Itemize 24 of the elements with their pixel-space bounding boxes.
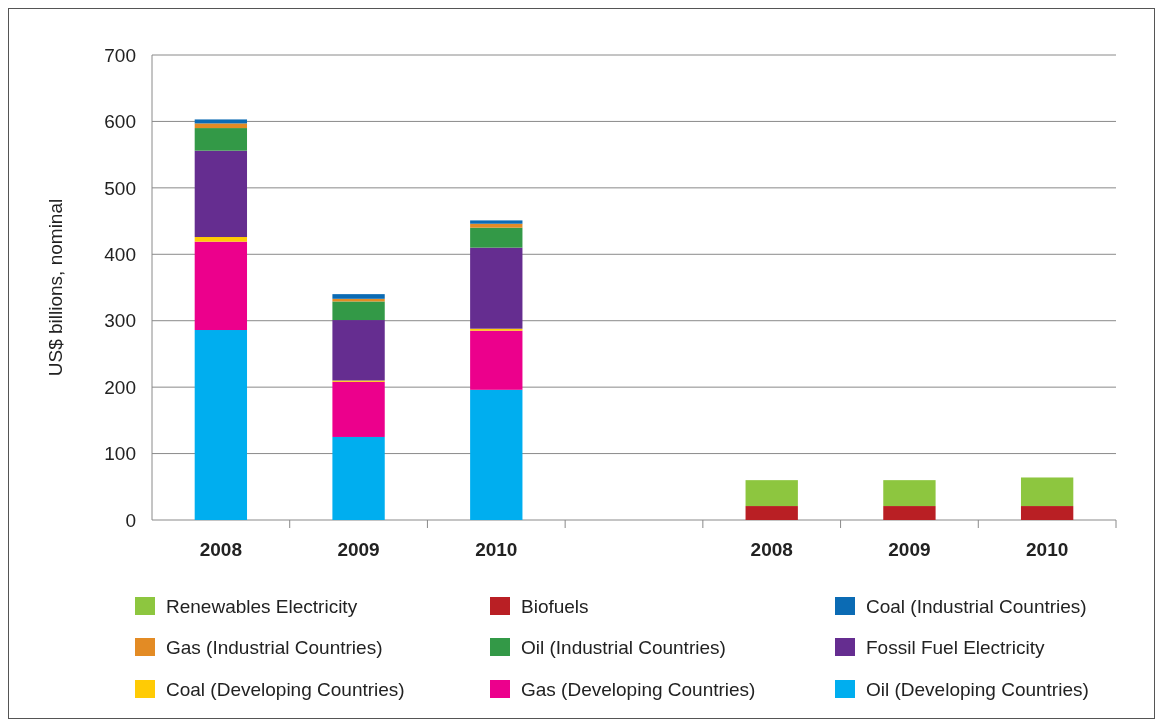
x-tick-label: 2008 — [199, 539, 242, 560]
legend-label: Oil (Industrial Countries) — [521, 636, 726, 658]
y-tick-label: 200 — [104, 376, 136, 398]
y-tick-label: 600 — [104, 111, 136, 133]
x-tick-label: 2009 — [337, 539, 380, 560]
y-tick-label: 300 — [104, 310, 136, 332]
x-tick-label: 2010 — [475, 539, 518, 560]
legend-label: Renewables Electricity — [166, 595, 358, 617]
legend-label: Fossil Fuel Electricity — [866, 636, 1045, 658]
legend-label: Coal (Developing Countries) — [166, 678, 405, 700]
x-tick-label: 2010 — [1026, 539, 1069, 560]
y-tick-label: 0 — [125, 509, 136, 531]
y-tick-label: 500 — [104, 177, 136, 199]
y-tick-label: 400 — [104, 243, 136, 265]
legend-label: Gas (Developing Countries) — [521, 678, 756, 700]
legend-label: Coal (Industrial Countries) — [866, 595, 1087, 617]
x-tick-label: 2008 — [750, 539, 793, 560]
legend-label: Biofuels — [521, 595, 589, 617]
y-tick-label: 700 — [104, 44, 136, 66]
legend-label: Gas (Industrial Countries) — [166, 636, 383, 658]
x-tick-label: 2009 — [888, 539, 931, 560]
y-axis-title: US$ billions, nominal — [45, 198, 66, 377]
legend-label: Oil (Developing Countries) — [866, 678, 1089, 700]
y-tick-label: 100 — [104, 443, 136, 465]
